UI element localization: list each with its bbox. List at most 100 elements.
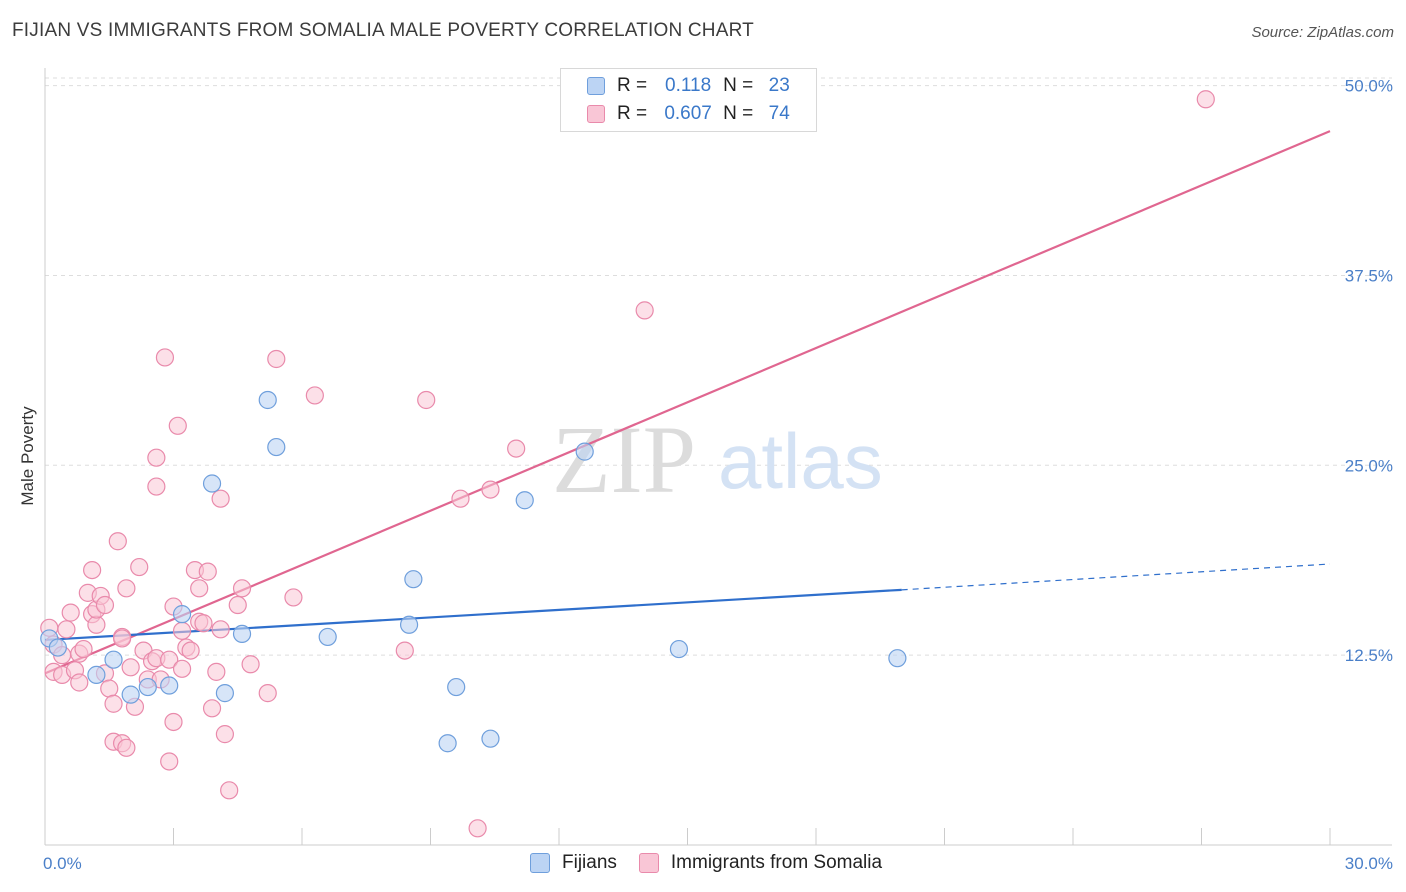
data-point-somalia — [507, 439, 526, 458]
legend-label-somalia: Immigrants from Somalia — [670, 852, 883, 873]
legend-label-fijians: Fijians — [562, 852, 617, 873]
data-point-somalia — [155, 348, 175, 367]
source-label: Source: ZipAtlas.com — [1251, 24, 1394, 41]
data-point-fijians — [575, 442, 594, 461]
data-point-somalia — [172, 659, 192, 678]
legend-r-value-somalia: 0.607 — [664, 103, 712, 124]
data-point-fijians — [404, 570, 423, 589]
data-point-somalia — [172, 621, 192, 640]
data-point-fijians — [160, 676, 179, 695]
grid-lines — [45, 77, 1392, 656]
data-point-somalia — [215, 725, 234, 744]
tick-labels: 12.5% 25.0% 37.5% 50.0% 0.0% 30.0% — [43, 77, 1393, 873]
data-point-somalia — [211, 620, 230, 639]
data-point-somalia — [258, 684, 277, 703]
data-point-somalia — [305, 386, 324, 405]
data-point-fijians — [172, 605, 192, 624]
legend-n-label: N = — [723, 75, 754, 96]
data-point-somalia — [395, 641, 414, 660]
legend-item-somalia[interactable]: Immigrants from Somalia — [638, 852, 883, 874]
y-tick-label: 37.5% — [1345, 266, 1393, 285]
data-point-somalia — [147, 448, 166, 467]
data-point-somalia — [160, 650, 179, 669]
trend-line-fijians-extension — [901, 563, 1331, 591]
data-point-fijians — [104, 650, 123, 669]
y-tick-label: 50.0% — [1345, 77, 1393, 96]
data-point-fijians — [87, 665, 106, 684]
data-point-somalia — [57, 620, 76, 639]
data-point-somalia — [198, 562, 217, 581]
data-point-fijians — [138, 677, 157, 697]
data-point-somalia — [284, 588, 303, 607]
data-point-somalia — [211, 489, 230, 508]
data-point-fijians — [215, 684, 234, 703]
legend-item-fijians[interactable]: Fijians — [530, 852, 617, 874]
data-point-somalia — [100, 679, 119, 698]
data-point-somalia — [121, 658, 140, 677]
data-point-somalia — [117, 738, 136, 757]
data-point-fijians — [267, 437, 286, 457]
data-point-somalia — [451, 489, 470, 508]
data-point-somalia — [635, 301, 654, 320]
data-point-somalia — [417, 390, 436, 410]
data-point-somalia — [83, 560, 102, 580]
data-point-somalia — [228, 595, 247, 615]
x-tick-label: 30.0% — [1345, 854, 1393, 873]
data-point-somalia — [267, 349, 286, 369]
data-point-somalia — [74, 639, 93, 659]
watermark: ZIP atlas — [552, 406, 883, 513]
y-tick-label: 12.5% — [1345, 646, 1393, 665]
watermark-atlas: atlas — [718, 417, 883, 505]
data-point-somalia — [194, 614, 213, 633]
data-point-somalia — [87, 615, 106, 634]
y-tick-label: 25.0% — [1345, 456, 1393, 475]
legend-n-label: N = — [723, 103, 754, 124]
data-point-somalia — [164, 712, 183, 732]
points-fijians — [40, 390, 907, 753]
data-point-somalia — [130, 557, 149, 577]
data-point-fijians — [888, 649, 907, 668]
data-point-somalia — [220, 781, 239, 800]
data-point-somalia — [108, 532, 127, 551]
x-tick-label: 0.0% — [43, 854, 82, 873]
data-point-fijians — [48, 638, 67, 657]
series-legend: Fijians Immigrants from Somalia — [530, 852, 904, 874]
legend-r-label: R = — [617, 75, 648, 96]
data-point-fijians — [258, 390, 277, 410]
data-point-somalia — [160, 752, 179, 771]
data-point-somalia — [168, 416, 187, 435]
data-point-fijians — [399, 615, 419, 634]
trend-line-somalia — [44, 130, 1331, 675]
legend-r-label: R = — [617, 103, 648, 124]
data-point-somalia — [1196, 90, 1215, 109]
data-point-fijians — [318, 627, 337, 647]
legend-swatch-somalia — [587, 105, 605, 123]
data-point-fijians — [202, 474, 222, 493]
data-point-somalia — [117, 579, 136, 598]
data-point-somalia — [232, 579, 252, 598]
data-point-fijians — [481, 729, 500, 748]
data-point-somalia — [202, 699, 222, 718]
watermark-zip: ZIP — [552, 406, 696, 513]
data-point-fijians — [121, 685, 140, 704]
data-point-fijians — [447, 677, 466, 697]
legend-n-value-fijians: 23 — [768, 75, 790, 96]
data-point-fijians — [232, 624, 252, 643]
legend-n-value-somalia: 74 — [768, 103, 790, 124]
points-somalia — [40, 90, 1215, 838]
data-point-somalia — [207, 662, 226, 681]
data-point-somalia — [61, 603, 80, 622]
data-point-somalia — [104, 694, 123, 713]
correlation-legend: R = 0.118 N = 23 R = 0.607 N = 74 — [560, 68, 817, 132]
data-point-somalia — [95, 595, 115, 615]
chart-title: FIJIAN VS IMMIGRANTS FROM SOMALIA MALE P… — [12, 20, 754, 41]
data-point-somalia — [468, 819, 487, 838]
legend-row-somalia: R = 0.607 N = 74 — [587, 101, 799, 127]
data-point-fijians — [438, 734, 457, 753]
data-point-fijians — [669, 639, 689, 659]
legend-row-fijians: R = 0.118 N = 23 — [587, 73, 799, 99]
data-point-somalia — [190, 579, 209, 598]
data-point-somalia — [241, 655, 260, 674]
data-point-somalia — [181, 641, 200, 660]
